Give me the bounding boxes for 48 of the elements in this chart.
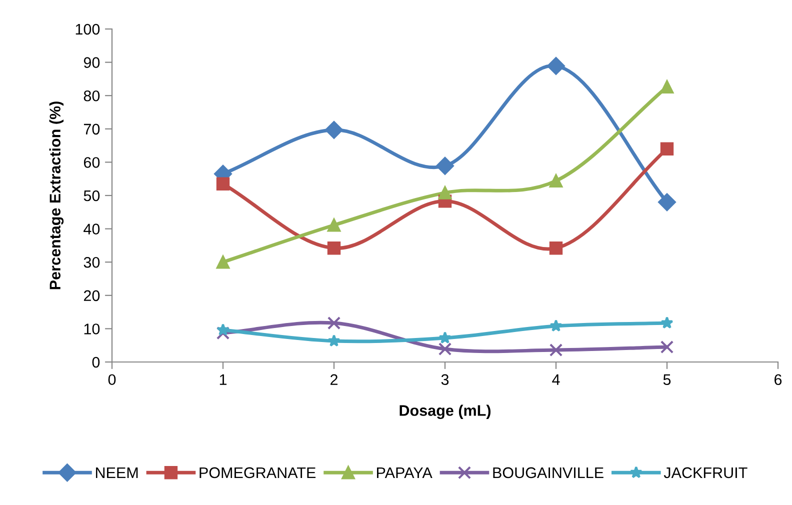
point <box>660 340 674 354</box>
point <box>325 120 343 139</box>
point <box>549 343 563 357</box>
y-tick-label: 30 <box>84 256 100 268</box>
point <box>216 326 230 340</box>
y-tick-label: 100 <box>76 24 100 35</box>
legend-label: BOUGAINVILLE <box>493 467 604 478</box>
point <box>328 334 340 347</box>
point <box>438 186 452 200</box>
point <box>216 256 230 269</box>
legend-label: NEEM <box>96 467 138 478</box>
x-tick-label: 6 <box>774 374 782 386</box>
point <box>549 174 563 188</box>
x-tick-label: 0 <box>108 374 116 386</box>
point <box>549 242 563 255</box>
y-tick-label: 50 <box>84 190 100 202</box>
x-tick-label: 2 <box>330 374 338 385</box>
point <box>436 156 454 175</box>
y-tick-label: 90 <box>84 57 100 68</box>
x-axis-title: Dosage (mL) <box>400 404 491 420</box>
y-tick-label: 0 <box>92 356 100 368</box>
point <box>660 80 674 94</box>
point <box>550 319 562 332</box>
point <box>327 316 341 330</box>
point <box>660 142 674 156</box>
y-tick-label: 70 <box>84 124 100 135</box>
legend-label: JACKFRUIT <box>664 467 748 478</box>
point <box>438 331 452 344</box>
point <box>216 323 230 336</box>
y-tick-label: 20 <box>84 290 100 302</box>
y-tick-label: 10 <box>84 324 100 334</box>
legend-label: PAPAYA <box>377 467 432 478</box>
point <box>216 177 230 190</box>
x-tick-label: 1 <box>220 374 227 385</box>
y-tick-label: 40 <box>84 224 100 234</box>
x-tick-label: 5 <box>663 374 671 386</box>
x-tick-label: 3 <box>441 374 449 386</box>
point <box>547 57 565 75</box>
y-tick-label: 80 <box>84 90 100 102</box>
point <box>327 242 341 255</box>
point <box>660 316 674 329</box>
point <box>327 218 341 232</box>
point <box>438 342 452 356</box>
y-tick-label: 60 <box>84 157 100 168</box>
point <box>658 193 676 212</box>
y-axis-title: Percentage Extraction (%) <box>49 102 64 290</box>
legend-label: POMEGRANATE <box>200 467 316 478</box>
x-tick-label: 4 <box>552 374 560 385</box>
